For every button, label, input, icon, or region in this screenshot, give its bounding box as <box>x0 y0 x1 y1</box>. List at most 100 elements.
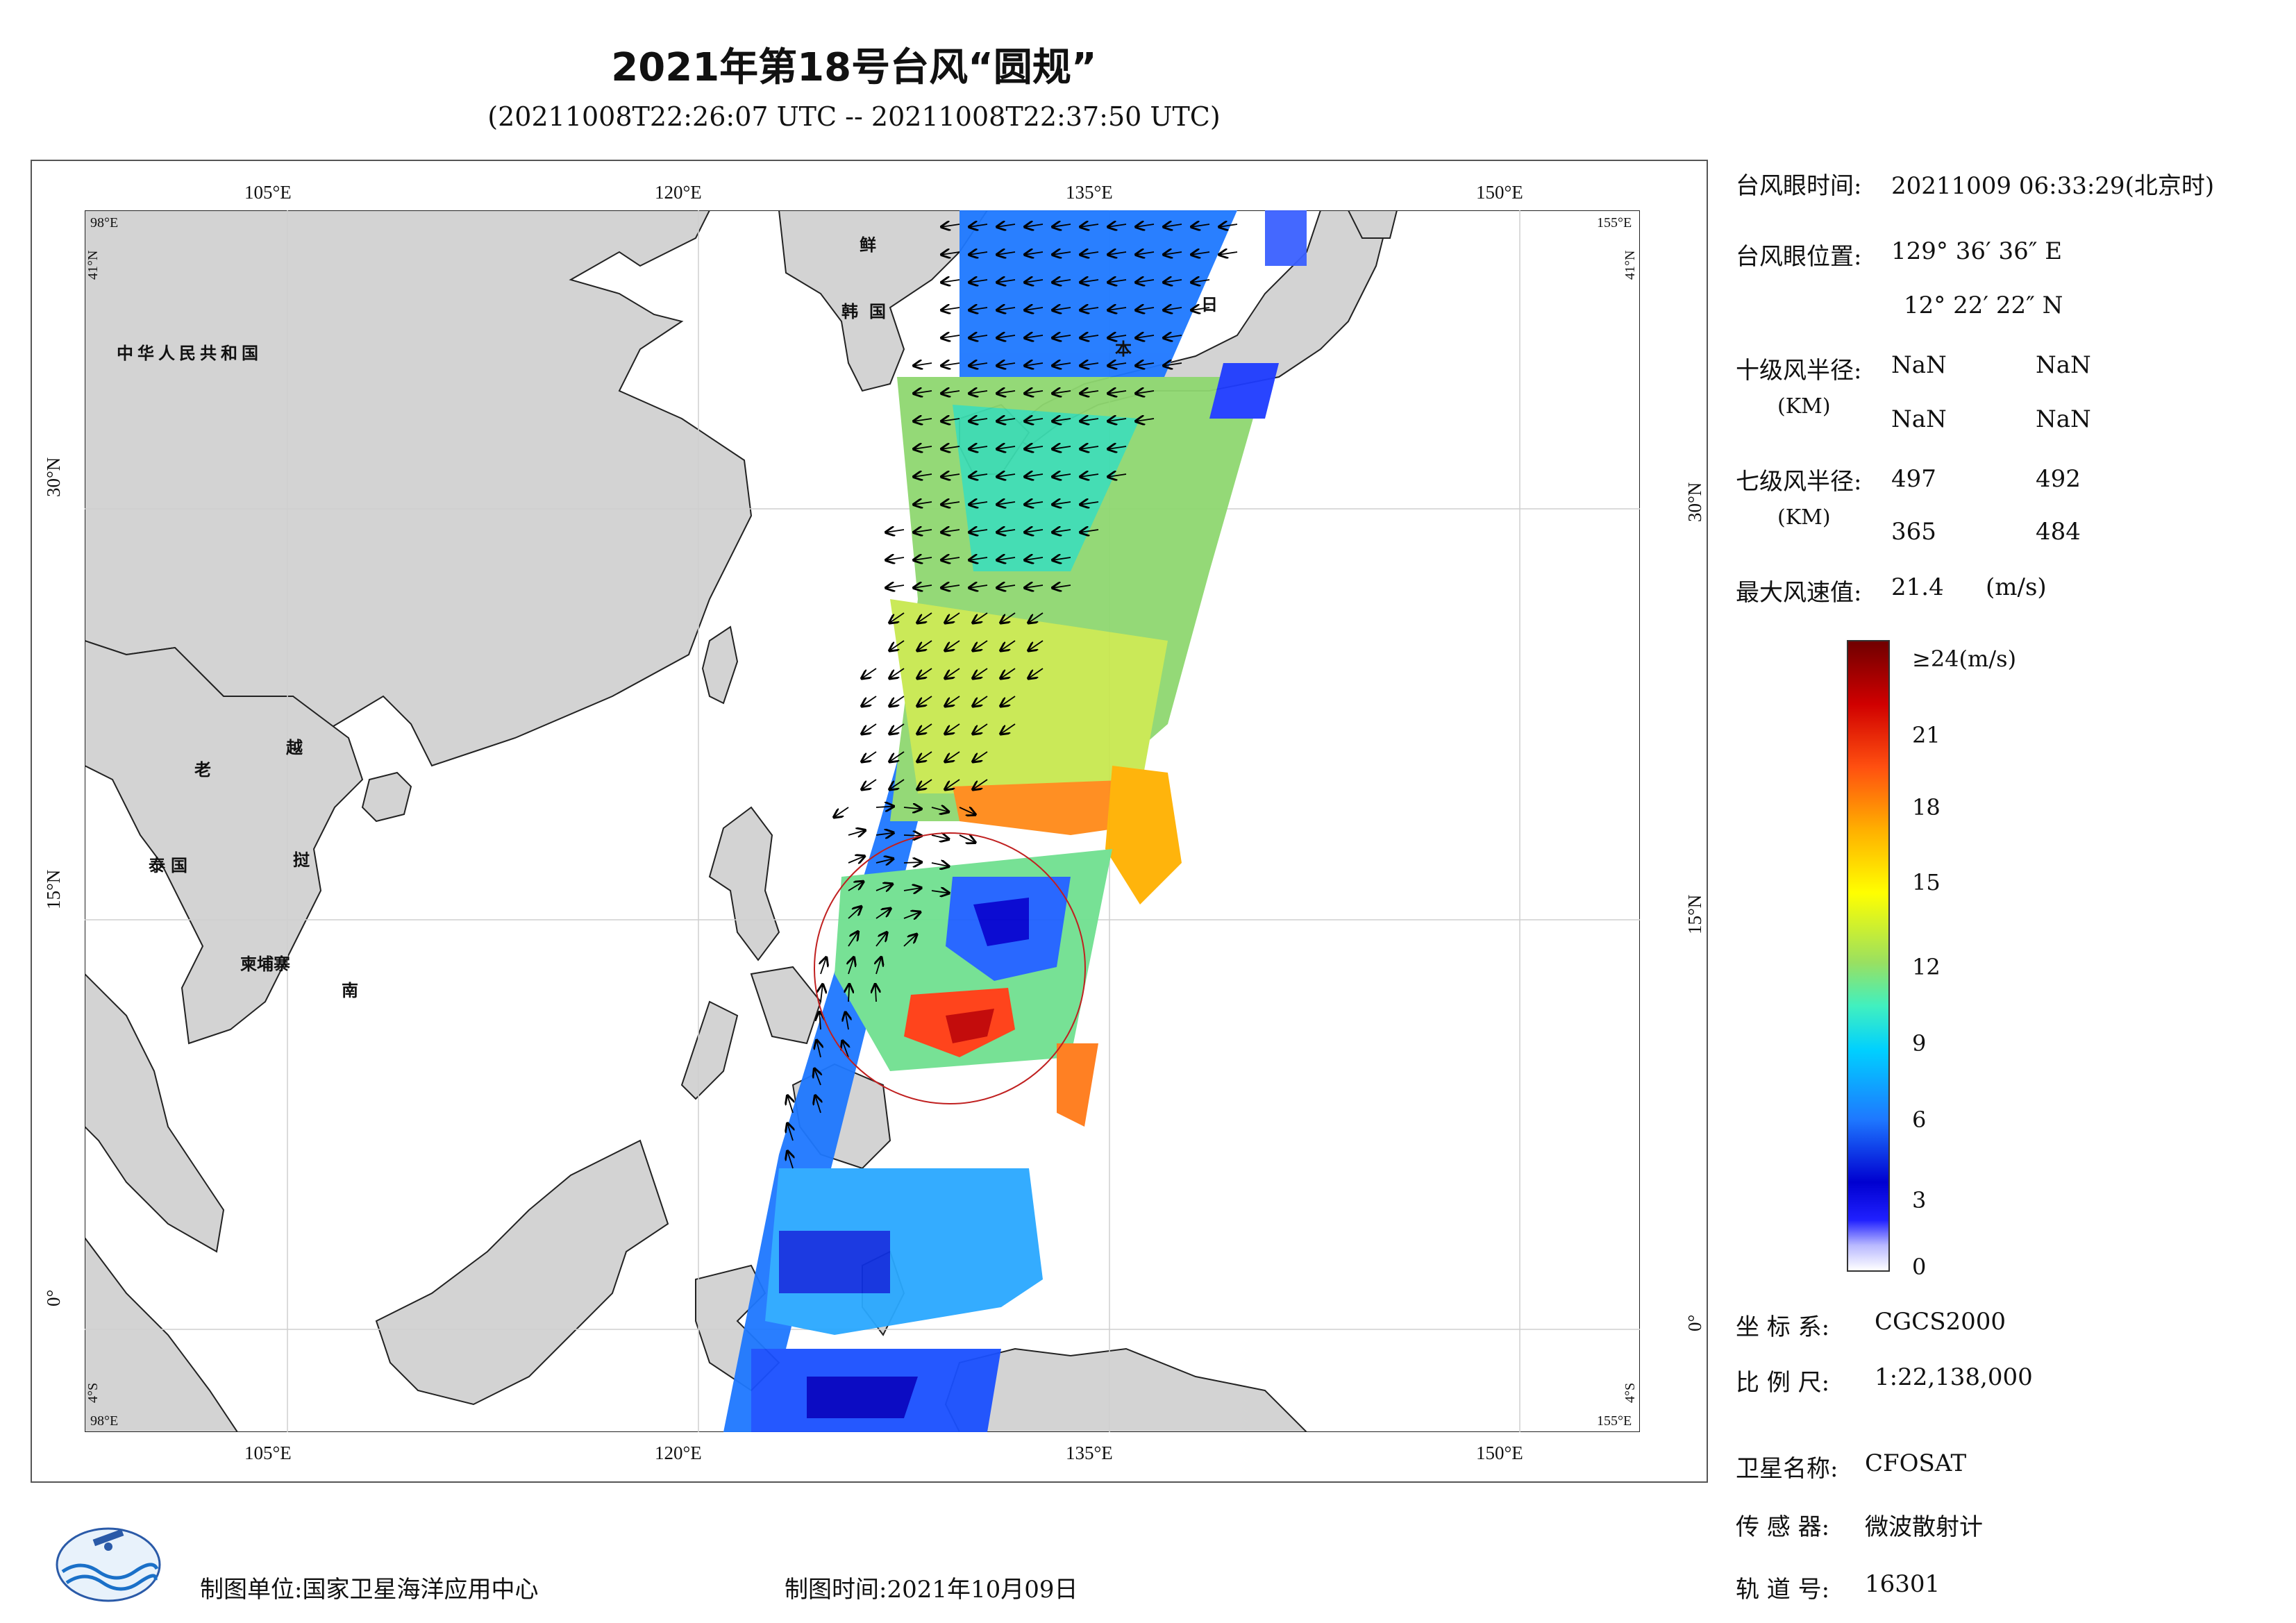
wind-arrow <box>1108 224 1127 227</box>
wind-arrow <box>1164 363 1182 366</box>
max-wind-label: 最大风速值: <box>1736 579 1862 607</box>
wind-arrow <box>1108 252 1127 255</box>
wind-arrow <box>945 779 960 789</box>
wind-arrow <box>875 833 894 835</box>
wind-arrow <box>941 557 960 560</box>
wind-arrow <box>889 696 905 706</box>
wind-arrow <box>875 859 893 863</box>
wind-arrow <box>917 640 932 650</box>
satellite-label: 卫星名称: <box>1736 1455 1838 1483</box>
wind-arrow <box>1164 224 1182 227</box>
wind-arrow <box>941 335 960 338</box>
wind-arrow <box>914 446 932 449</box>
colorbar-tick-6: 6 <box>1912 1107 1927 1133</box>
wind-arrow <box>1025 446 1044 449</box>
wind-arrow <box>969 474 988 477</box>
wind-arrow <box>862 751 877 762</box>
wind-arrow <box>1053 252 1071 255</box>
lon-tick-bottom-135: 135°E <box>1066 1443 1113 1463</box>
wind-arrow <box>1053 502 1071 505</box>
wind-arrow <box>862 696 877 706</box>
wind-arrow <box>1028 668 1044 678</box>
wind-arrow <box>997 446 1016 449</box>
map-frame <box>31 160 1708 1483</box>
wind-arrow <box>997 280 1016 283</box>
wind-arrow <box>973 640 988 650</box>
wind-arrow <box>917 779 932 789</box>
wind-arrow <box>1053 446 1071 449</box>
wind-arrow <box>834 807 849 817</box>
wind-arrow <box>1080 530 1099 532</box>
wind-arrow <box>862 723 877 734</box>
wind-arrow <box>941 419 960 421</box>
wind-arrow <box>914 502 932 505</box>
wind-arrow <box>1025 391 1044 394</box>
sensor-value: 微波散射计 <box>1865 1513 1983 1541</box>
r7-ne: 497 <box>1891 465 1936 493</box>
wind-arrow <box>1000 723 1016 734</box>
wind-arrow <box>941 446 960 449</box>
r10-unit: (KM) <box>1777 394 1831 419</box>
lat-tick-right-30: 30°N <box>1684 482 1705 522</box>
wind-arrow <box>862 779 877 789</box>
wind-arrow <box>914 530 932 532</box>
wind-arrow <box>1191 308 1210 310</box>
wind-arrow <box>903 912 920 918</box>
wind-arrow <box>1025 224 1044 227</box>
colorbar-top-label: ≥24(m/s) <box>1912 646 2017 672</box>
lon-tick-top-120: 120°E <box>655 182 702 203</box>
wind-arrow <box>1053 224 1071 227</box>
corner-bottom-right-lon: 155°E <box>1597 1413 1632 1429</box>
wind-arrow <box>848 882 863 891</box>
wind-arrow <box>1136 419 1155 421</box>
wind-arrow <box>1053 363 1071 366</box>
wind-arrow <box>945 612 960 623</box>
satellite-value: CFOSAT <box>1865 1449 1967 1477</box>
wind-arrow <box>819 1012 821 1030</box>
lon-tick-bottom-150: 150°E <box>1476 1443 1523 1463</box>
wind-arrow <box>875 909 891 919</box>
wind-arrow <box>903 888 921 891</box>
r7-nw: 484 <box>2036 518 2081 546</box>
wind-arrow <box>1191 224 1210 227</box>
wind-arrow <box>1053 530 1071 532</box>
wind-arrow <box>941 224 960 227</box>
r7-se: 492 <box>2036 465 2081 493</box>
wind-arrow <box>917 723 932 734</box>
wind-arrow <box>1028 640 1044 650</box>
wind-arrow <box>1080 419 1099 421</box>
wind-arrow <box>1191 252 1210 255</box>
lon-tick-top-105: 105°E <box>244 182 292 203</box>
wind-arrow <box>969 502 988 505</box>
lat-tick-left-0: 0° <box>43 1289 64 1306</box>
wind-arrow <box>941 502 960 505</box>
wind-arrow <box>941 585 960 588</box>
footer-org-value: 国家卫星海洋应用中心 <box>302 1576 539 1604</box>
wind-arrow <box>1108 391 1127 394</box>
wind-arrow <box>1000 612 1016 623</box>
wind-arrow <box>903 934 916 947</box>
wind-arrow <box>931 891 949 893</box>
corner-top-right-lon: 155°E <box>1597 215 1632 230</box>
orbit-label: 轨 道 号: <box>1736 1576 1830 1604</box>
wind-arrow <box>848 932 858 947</box>
wind-arrow <box>997 252 1016 255</box>
eye-pos-label: 台风眼位置: <box>1736 243 1862 271</box>
label-vietnam-3: 挝 <box>293 850 310 870</box>
wind-arrow <box>1053 419 1071 421</box>
wind-arrow <box>1025 280 1044 283</box>
wind-arrow <box>821 957 826 975</box>
wind-arrow <box>848 856 864 863</box>
footer-date: 制图时间:2021年10月09日 <box>785 1570 1078 1604</box>
wind-arrow <box>997 363 1016 366</box>
corner-bottom-left-lon: 98°E <box>90 1413 118 1429</box>
wind-arrow <box>969 280 988 283</box>
wind-arrow <box>941 530 960 532</box>
wind-arrow <box>846 1012 848 1030</box>
wind-arrow <box>973 723 988 734</box>
wind-arrow <box>917 668 932 678</box>
eye-time-value: 20211009 06:33:29(北京时) <box>1891 172 2215 200</box>
wind-arrow <box>875 884 892 891</box>
wind-arrow <box>914 585 932 588</box>
wind-arrow <box>931 835 948 839</box>
